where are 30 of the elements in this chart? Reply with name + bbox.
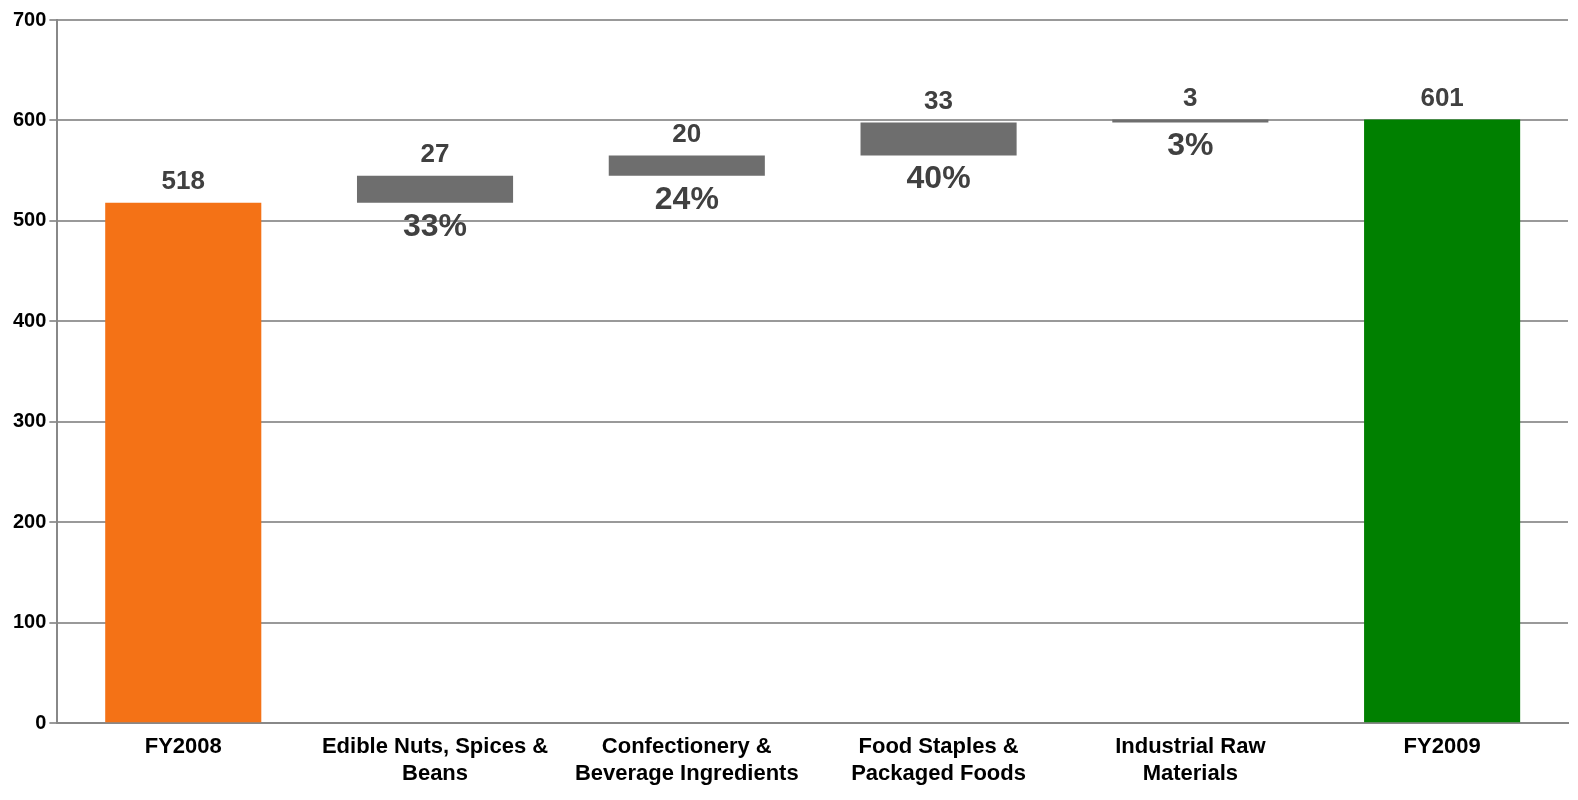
y-tick-label: 400 [12,308,47,331]
bar [356,175,514,203]
x-tick-label: FY2009 [1403,733,1481,759]
y-tick-label: 700 [12,7,47,30]
y-tick-label: 0 [35,710,47,733]
data-label: 27 [420,137,450,168]
data-label: 33 [924,84,954,115]
y-tick-label: 100 [12,610,47,633]
y-tick-label: 200 [12,509,47,532]
bar [860,122,1017,156]
annotation: 40% [906,159,971,196]
data-label: 601 [1420,81,1464,112]
data-label: 3 [1183,81,1198,112]
x-tick-label: Food Staples & Packaged Foods [851,733,1026,785]
data-label: 518 [161,165,205,195]
annotation: 24% [654,179,719,216]
y-tick-label: 300 [12,409,47,432]
y-tick-label: 600 [12,107,47,130]
y-tick-label: 500 [12,208,47,231]
x-tick-label: Industrial Raw Materials [1115,733,1267,785]
data-label: 20 [672,117,702,148]
annotation: 33% [403,206,468,243]
bar [105,202,262,723]
bar [608,155,765,176]
bar [1112,119,1269,123]
annotation: 3% [1167,126,1214,163]
bar [1364,119,1521,723]
x-tick-label: Confectionery & Beverage Ingredients [574,733,799,785]
x-tick-label: Edible Nuts, Spices & Beans [321,733,549,785]
x-tick-label: FY2008 [144,733,222,759]
